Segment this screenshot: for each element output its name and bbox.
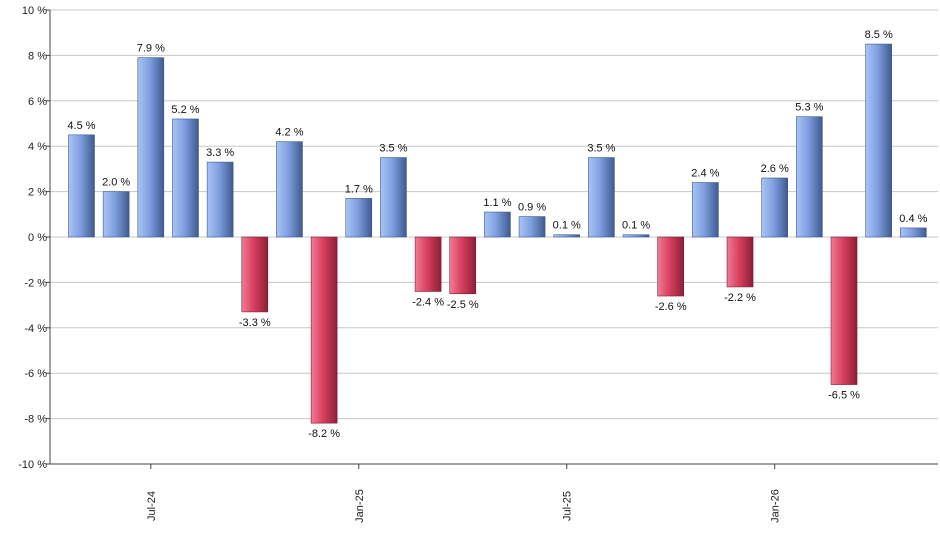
data-label: 0.1 % [622,220,650,232]
bar-jun-25 [484,211,511,238]
data-label: -2.4 % [412,296,444,308]
y-tick-label: -8 % [24,414,47,426]
y-tick-label: 4 % [28,141,47,153]
bar-oct-24 [206,161,234,238]
data-label: 4.5 % [67,120,95,132]
data-label: 5.2 % [171,104,199,116]
data-label: 3.5 % [587,143,615,155]
y-tick-label: 0 % [28,232,47,244]
data-label: -3.3 % [239,317,271,329]
bars [68,43,927,424]
x-tick-label: Jul-25 [562,491,574,521]
data-label: 0.1 % [553,220,581,232]
bar-may-26 [865,43,892,238]
data-label: 4.2 % [275,127,303,139]
bar-feb-25 [345,198,373,238]
bar-jun-26 [900,227,927,238]
bar-nov-24 [241,236,269,313]
bar-jul-24 [102,191,130,238]
bar-mar-25 [380,157,407,238]
bar-jul-25 [518,216,546,238]
bar-sep-24 [172,118,199,238]
data-label: 0.9 % [518,202,546,214]
data-label: 5.3 % [795,102,823,114]
bar-feb-26 [761,177,789,238]
data-label: -2.2 % [724,292,756,304]
y-tick-label: -2 % [24,277,47,289]
data-label: 2.6 % [761,163,789,175]
bar-mar-26 [796,116,823,238]
data-labels: 4.5 % 2.0 % 7.9 % 5.2 % 3.3 % -3.3 % 4.2 % -8.2… [67,29,927,440]
bar-oct-25 [622,234,650,238]
bar-jun-24 [68,134,95,238]
data-label: -2.6 % [655,301,687,313]
bar-nov-25 [657,236,685,297]
data-label: 2.0 % [102,177,130,189]
data-label: 8.5 % [865,29,893,41]
data-label: 1.1 % [483,197,511,209]
data-label: -6.5 % [828,390,860,402]
bar-apr-25 [414,236,442,292]
data-label: 3.5 % [379,143,407,155]
y-tick-label: -4 % [24,323,47,335]
y-tick-label: 8 % [28,50,47,62]
data-label: 3.3 % [206,147,234,159]
bar-dec-25 [692,182,719,238]
axes: 10 % 8 % 6 % 4 % 2 % 0 % -2 % -4 % -6 % -8 % -10 %… [18,5,938,523]
data-label: 1.7 % [345,183,373,195]
y-tick-label: -10 % [18,459,47,471]
x-tick-label: Jan-26 [770,489,782,523]
bar-dec-24 [276,141,303,238]
y-tick-label: 6 % [28,96,47,108]
x-tick-label: Jan-25 [354,489,366,523]
y-tick-label: 10 % [22,5,47,17]
bar-may-25 [449,236,477,295]
data-label: -2.5 % [447,299,479,311]
bar-apr-26 [830,236,858,385]
bar-aug-24 [137,57,165,238]
data-label: 0.4 % [899,213,927,225]
bar-jan-26 [726,236,754,288]
bar-sep-25 [588,157,615,238]
data-label: 7.9 % [137,43,165,55]
bar-jan-25 [310,236,338,424]
y-tick-label: -6 % [24,368,47,380]
x-tick-label: Jul-24 [146,491,158,521]
data-label: 2.4 % [691,168,719,180]
y-tick-label: 2 % [28,187,47,199]
bar-aug-25 [553,234,581,238]
data-label: -8.2 % [308,428,340,440]
